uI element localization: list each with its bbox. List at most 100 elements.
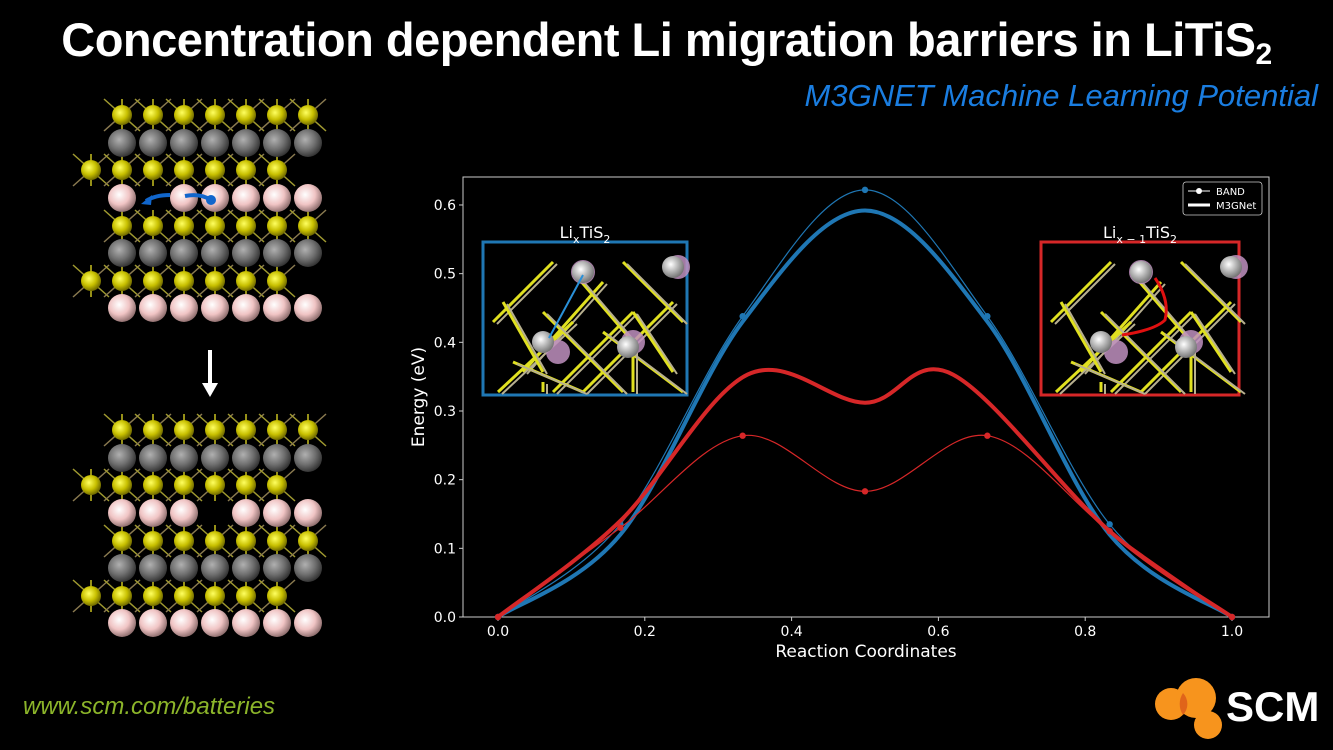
migration-arrow-icon bbox=[548, 274, 584, 339]
lithium-atom bbox=[108, 184, 136, 212]
structure-inset: Lix − 1TiS2 bbox=[1039, 223, 1248, 397]
sulfur-atom bbox=[112, 475, 132, 495]
titanium-atom bbox=[201, 444, 229, 472]
lithium-atom bbox=[1175, 336, 1197, 358]
titanium-atom bbox=[232, 554, 260, 582]
sulfur-atom bbox=[143, 475, 163, 495]
down-arrowhead-icon bbox=[202, 383, 218, 397]
legend-entry: M3GNet bbox=[1216, 201, 1256, 212]
bond bbox=[496, 263, 558, 325]
migration-arrow-icon bbox=[1121, 277, 1168, 337]
sulfur-atom bbox=[267, 531, 287, 551]
lithium-atom bbox=[294, 184, 322, 212]
sulfur-atom bbox=[112, 586, 132, 606]
y-tick-label: 0.6 bbox=[434, 198, 456, 214]
sulfur-atom bbox=[236, 271, 256, 291]
bond bbox=[546, 313, 628, 395]
sulfur-atom bbox=[298, 216, 318, 236]
label-part: 2 bbox=[603, 233, 610, 246]
label-part: Li bbox=[1103, 223, 1116, 242]
titanium-atom bbox=[263, 444, 291, 472]
crystal-structure bbox=[72, 98, 327, 322]
title-text: Concentration dependent Li migration bar… bbox=[61, 13, 1256, 66]
sulfur-atom bbox=[174, 216, 194, 236]
sulfur-atom bbox=[143, 271, 163, 291]
y-tick-label: 0.0 bbox=[434, 610, 456, 626]
lithium-atom bbox=[139, 609, 167, 637]
titanium-atom bbox=[170, 444, 198, 472]
y-tick-label: 0.4 bbox=[434, 335, 456, 351]
sulfur-atom bbox=[298, 420, 318, 440]
sulfur-atom bbox=[112, 216, 132, 236]
bond bbox=[516, 363, 588, 395]
migration-arrowhead-icon bbox=[141, 195, 152, 205]
sulfur-atom bbox=[81, 586, 101, 606]
bond bbox=[1054, 263, 1116, 325]
website-link[interactable]: www.scm.com/batteries bbox=[23, 693, 276, 720]
sulfur-atom bbox=[81, 475, 101, 495]
bond bbox=[491, 260, 555, 324]
lithium-atom bbox=[232, 499, 260, 527]
band-data-point bbox=[861, 488, 869, 495]
y-axis-label: Energy (eV) bbox=[409, 347, 429, 447]
y-tick-label: 0.1 bbox=[434, 541, 456, 557]
titanium-atom bbox=[232, 129, 260, 157]
sulfur-atom bbox=[174, 105, 194, 125]
sulfur-atom bbox=[267, 586, 287, 606]
structure-inset: LixTiS2 bbox=[481, 223, 690, 397]
page-subtitle: M3GNET Machine Learning Potential bbox=[804, 78, 1318, 113]
band-data-point bbox=[617, 524, 624, 531]
sulfur-atom bbox=[112, 531, 132, 551]
lithium-atom bbox=[1220, 256, 1242, 278]
title-subscript: 2 bbox=[1255, 38, 1273, 71]
bond bbox=[1189, 311, 1233, 373]
lithium-atom bbox=[572, 261, 594, 283]
x-tick-label: 0.2 bbox=[634, 624, 656, 640]
sulfur-atom bbox=[267, 105, 287, 125]
sulfur-atom bbox=[174, 160, 194, 180]
titanium-atom bbox=[263, 239, 291, 267]
sulfur-atom bbox=[267, 216, 287, 236]
x-tick-label: 0.6 bbox=[927, 624, 949, 640]
sulfur-atom bbox=[174, 531, 194, 551]
bond bbox=[1104, 313, 1186, 395]
sulfur-atom bbox=[298, 105, 318, 125]
titanium-atom bbox=[294, 129, 322, 157]
sulfur-atom bbox=[174, 271, 194, 291]
sulfur-atom bbox=[267, 420, 287, 440]
lithium-atom bbox=[232, 294, 260, 322]
band-data-point bbox=[984, 432, 991, 439]
label-part: 2 bbox=[1170, 233, 1177, 246]
lithium-atom bbox=[108, 499, 136, 527]
lithium-atom bbox=[108, 294, 136, 322]
band-curve bbox=[497, 434, 1233, 618]
lithium-atom bbox=[170, 609, 198, 637]
legend-box bbox=[1182, 181, 1263, 216]
legend-band-marker bbox=[1196, 188, 1202, 194]
sulfur-atom bbox=[174, 420, 194, 440]
sulfur-atom bbox=[205, 586, 225, 606]
bond bbox=[636, 313, 678, 375]
bond bbox=[501, 301, 545, 373]
lithium-atom bbox=[263, 609, 291, 637]
sulfur-atom bbox=[236, 105, 256, 125]
scm-logo-icon bbox=[1155, 678, 1222, 739]
lithium-atom bbox=[1130, 261, 1152, 283]
sulfur-atom bbox=[236, 216, 256, 236]
bond bbox=[1059, 301, 1103, 373]
label-part: x − 1 bbox=[1116, 233, 1146, 246]
y-tick-label: 0.2 bbox=[434, 473, 456, 489]
bond bbox=[631, 311, 675, 373]
label-part: TiS bbox=[578, 223, 603, 242]
sulfur-atom bbox=[205, 475, 225, 495]
sulfur-atom bbox=[143, 420, 163, 440]
bond bbox=[1194, 313, 1236, 375]
bond bbox=[1049, 260, 1113, 324]
x-tick-label: 0.8 bbox=[1074, 624, 1096, 640]
band-data-point bbox=[861, 186, 869, 194]
sulfur-atom bbox=[236, 475, 256, 495]
y-tick-label: 0.3 bbox=[434, 404, 456, 420]
titanium-atom bbox=[201, 129, 229, 157]
